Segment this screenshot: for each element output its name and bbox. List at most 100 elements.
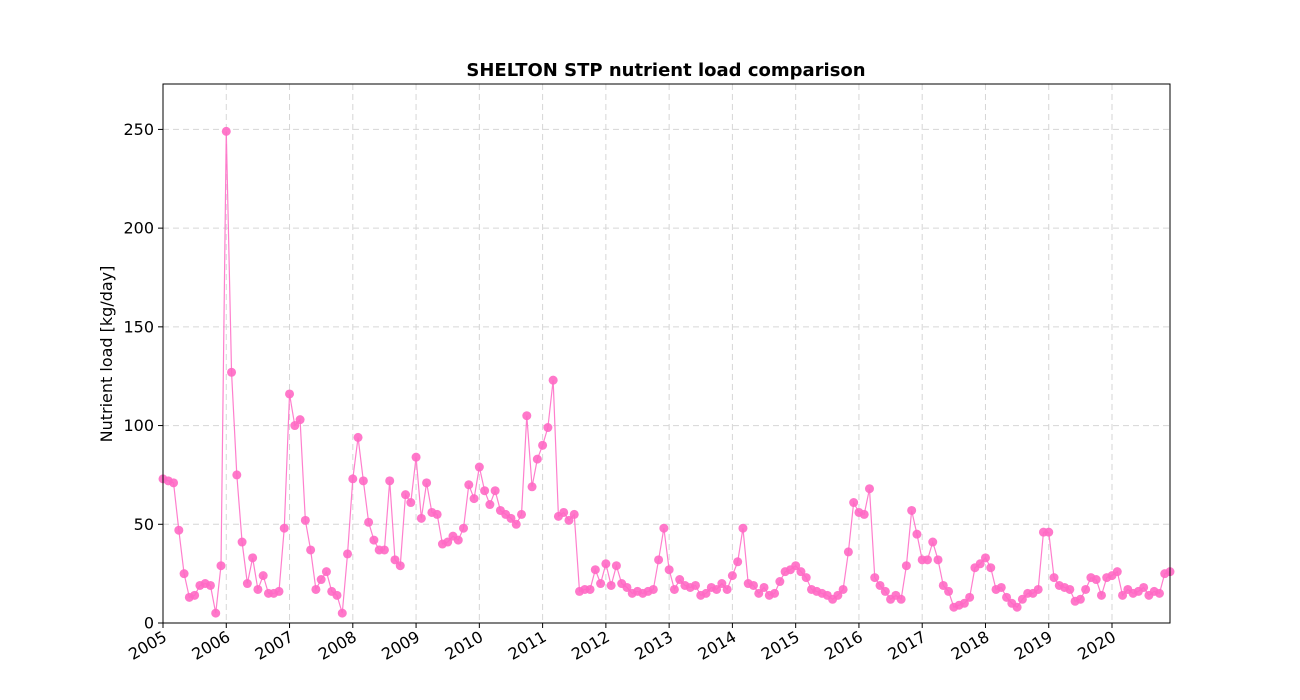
data-point: [659, 523, 669, 533]
data-point: [395, 561, 405, 571]
data-point: [590, 565, 600, 575]
data-point: [870, 573, 880, 583]
data-point: [548, 375, 558, 385]
data-point: [517, 509, 527, 519]
data-point: [722, 584, 732, 594]
data-point: [443, 537, 453, 547]
data-point: [759, 582, 769, 592]
data-point: [506, 513, 516, 523]
data-point: [242, 579, 252, 589]
data-point: [701, 588, 711, 598]
plot-frame: [162, 83, 1171, 624]
data-point: [975, 559, 985, 569]
y-tick-label: 100: [123, 416, 154, 435]
y-tick-label: 250: [123, 120, 154, 139]
data-point: [875, 580, 885, 590]
data-point: [543, 423, 553, 433]
data-point: [1002, 592, 1012, 602]
data-point: [538, 440, 548, 450]
data-point: [237, 537, 247, 547]
data-point: [337, 608, 347, 618]
data-point: [459, 523, 469, 533]
data-point: [364, 517, 374, 527]
data-point: [601, 559, 611, 569]
data-point: [843, 547, 853, 557]
data-point: [432, 509, 442, 519]
data-point: [464, 480, 474, 490]
data-point: [675, 575, 685, 585]
data-point: [321, 567, 331, 577]
data-point: [290, 421, 300, 431]
data-point: [770, 588, 780, 598]
data-point: [796, 567, 806, 577]
y-tick-label: 200: [123, 219, 154, 238]
data-point: [1139, 582, 1149, 592]
data-point: [348, 474, 358, 484]
data-points: [158, 126, 1175, 618]
data-point: [169, 478, 179, 488]
data-point: [648, 584, 658, 594]
data-point: [248, 553, 258, 563]
data-point: [480, 486, 490, 496]
data-point: [912, 529, 922, 539]
data-point: [1049, 573, 1059, 583]
data-point: [907, 505, 917, 515]
data-point: [901, 561, 911, 571]
data-point: [469, 494, 479, 504]
data-point: [474, 462, 484, 472]
data-point: [332, 590, 342, 600]
data-point: [274, 586, 284, 596]
data-point: [411, 452, 421, 462]
data-point: [712, 584, 722, 594]
data-point: [211, 608, 221, 618]
data-point: [622, 582, 632, 592]
data-point: [849, 498, 859, 508]
data-point: [1081, 584, 1091, 594]
data-point: [221, 126, 231, 136]
y-axis-label: Nutrient load [kg/day]: [97, 266, 116, 443]
data-point: [522, 411, 532, 421]
data-point: [986, 563, 996, 573]
data-point: [1033, 584, 1043, 594]
data-point: [453, 535, 463, 545]
data-point: [564, 515, 574, 525]
data-point: [727, 571, 737, 581]
y-tick-label: 150: [123, 317, 154, 336]
data-point: [253, 584, 263, 594]
data-point: [422, 478, 432, 488]
data-point: [569, 509, 579, 519]
data-point: [511, 519, 521, 529]
data-point: [669, 584, 679, 594]
data-point: [1096, 590, 1106, 600]
data-point: [606, 580, 616, 590]
chart-title: SHELTON STP nutrient load comparison: [466, 60, 865, 81]
data-point: [859, 509, 869, 519]
data-point: [980, 553, 990, 563]
data-point: [205, 580, 215, 590]
data-point: [1154, 588, 1164, 598]
data-point: [1065, 584, 1075, 594]
data-point: [559, 507, 569, 517]
data-point: [174, 525, 184, 535]
data-point: [311, 584, 321, 594]
grid: [163, 84, 1170, 623]
data-point: [353, 432, 363, 442]
data-point: [358, 476, 368, 486]
data-point: [369, 535, 379, 545]
data-point: [216, 561, 226, 571]
data-point: [664, 565, 674, 575]
data-point: [416, 513, 426, 523]
data-point: [585, 584, 595, 594]
data-point: [485, 500, 495, 510]
data-point: [838, 584, 848, 594]
data-point: [258, 571, 268, 581]
data-point: [922, 555, 932, 565]
data-point: [390, 555, 400, 565]
data-point: [928, 537, 938, 547]
data-point: [896, 594, 906, 604]
data-point: [944, 586, 954, 596]
data-point: [654, 555, 664, 565]
data-point: [596, 579, 606, 589]
